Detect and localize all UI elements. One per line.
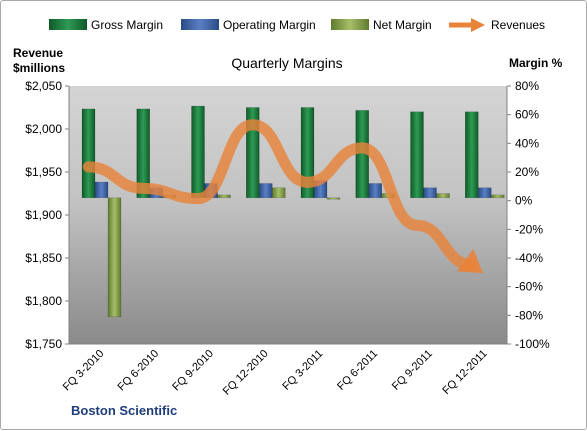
left-tick-label: $1,900 xyxy=(25,208,62,222)
operating-margin-bar xyxy=(478,187,492,199)
left-tick-label: $2,000 xyxy=(25,122,62,136)
right-tick-label: -20% xyxy=(515,222,543,236)
x-tick-label: FQ 9-2010 xyxy=(170,348,216,394)
net-margin-bar xyxy=(217,194,231,199)
chart-title: Quarterly Margins xyxy=(231,55,342,71)
left-tick-label: $1,750 xyxy=(25,337,62,351)
left-tick-label: $1,800 xyxy=(25,294,62,308)
x-tick-label: FQ 12-2011 xyxy=(440,348,489,397)
right-tick-label: -60% xyxy=(515,280,543,294)
legend-swatch-net-margin xyxy=(331,19,369,30)
gross-margin-bar xyxy=(465,111,479,199)
legend-swatch-revenues xyxy=(449,18,485,32)
net-margin-bar xyxy=(436,193,450,199)
right-tick-label: -100% xyxy=(515,337,550,351)
legend-label-revenues: Revenues xyxy=(491,18,545,32)
operating-margin-bar xyxy=(368,183,382,199)
x-tick-label: FQ 12-2010 xyxy=(221,348,271,398)
operating-margin-bar xyxy=(259,183,273,199)
net-margin-bar xyxy=(491,194,505,199)
x-tick-label: FQ 6-2010 xyxy=(116,348,162,394)
operating-margin-bar xyxy=(94,181,109,199)
legend-swatch-operating-margin xyxy=(181,19,219,30)
x-tick-label: FQ 3-2011 xyxy=(280,348,325,393)
right-axis-title: Margin % xyxy=(509,56,563,70)
net-margin-bar xyxy=(272,187,286,199)
net-margin-bar xyxy=(326,197,341,200)
x-tick-label: FQ 3-2010 xyxy=(61,348,107,394)
right-tick-label: 60% xyxy=(515,108,539,122)
right-tick-label: 20% xyxy=(515,165,539,179)
right-tick-label: 40% xyxy=(515,136,539,150)
gross-margin-bar xyxy=(81,108,96,199)
company-label: Boston Scientific xyxy=(71,403,177,418)
right-tick-label: 80% xyxy=(515,79,539,93)
gross-margin-bar xyxy=(300,107,315,199)
legend-label-net-margin: Net Margin xyxy=(373,18,432,32)
legend-label-operating-margin: Operating Margin xyxy=(223,18,316,32)
right-tick-label: -80% xyxy=(515,308,543,322)
left-axis-title-line1: Revenue xyxy=(13,46,63,60)
left-tick-label: $1,850 xyxy=(25,251,62,265)
operating-margin-bar xyxy=(423,187,437,199)
left-tick-label: $2,050 xyxy=(25,79,62,93)
gross-margin-bar xyxy=(136,108,150,199)
right-tick-label: 0% xyxy=(515,194,533,208)
left-tick-label: $1,950 xyxy=(25,165,62,179)
plot-area xyxy=(69,86,507,344)
gross-margin-bar xyxy=(191,105,205,199)
legend-label-gross-margin: Gross Margin xyxy=(91,18,163,32)
gross-margin-bar xyxy=(410,111,424,199)
legend: Gross Margin Operating Margin Net Margin… xyxy=(49,18,545,32)
left-axis-title-line2: $millions xyxy=(13,61,65,75)
right-tick-label: -40% xyxy=(515,251,543,265)
net-margin-bar xyxy=(107,197,122,318)
revenues-line xyxy=(82,119,478,271)
legend-swatch-gross-margin xyxy=(49,19,87,30)
revenues-arrowhead xyxy=(456,248,483,274)
x-tick-label: FQ 6-2011 xyxy=(335,348,380,393)
x-tick-label: FQ 9-2011 xyxy=(390,348,435,393)
